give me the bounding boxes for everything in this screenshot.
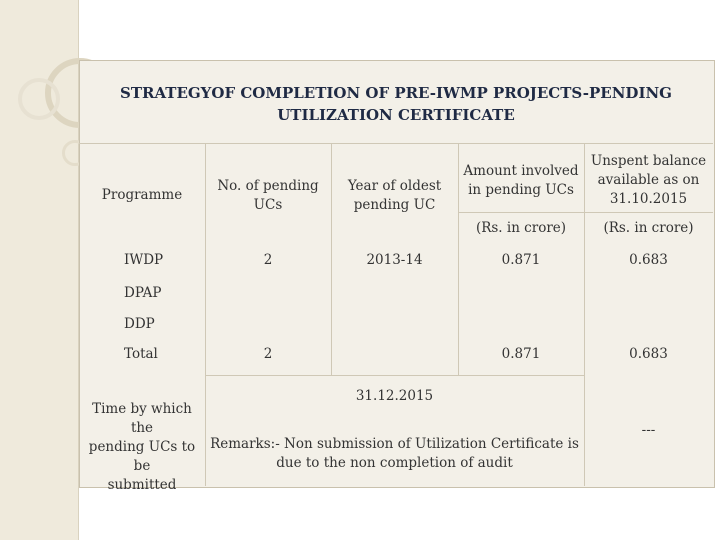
row-programme-ddp: DDP (124, 316, 155, 332)
header-line: pending UC (353, 197, 436, 213)
footer-remarks: Remarks:- Non submission of Utilization … (205, 435, 584, 473)
row-year-oldest: 2013-14 (366, 252, 423, 268)
title-line: UTILIZATION CERTIFICATE (277, 106, 515, 124)
row-no-pending: 2 (263, 346, 273, 362)
row-programme-total: Total (124, 346, 158, 362)
header-line: Amount involved (463, 163, 579, 179)
row-no-pending: 2 (263, 252, 273, 268)
table-col-divider (458, 143, 459, 375)
content-box (79, 60, 715, 488)
remarks-line: due to the non completion of audit (276, 455, 513, 471)
table-col-divider (584, 143, 585, 486)
row-amount: 0.871 (501, 252, 541, 268)
unit-row-divider (458, 212, 713, 213)
footer-label-line: Time by which the (92, 401, 192, 436)
table-col-divider (205, 143, 206, 486)
header-line: 31.10.2015 (609, 191, 688, 207)
row-unspent: 0.683 (629, 346, 668, 362)
remarks-line: Remarks:- Non submission of Utilization … (210, 436, 579, 452)
row-programme-iwdp: IWDP (124, 252, 164, 268)
footer-label-line: pending UCs to be (88, 439, 196, 474)
header-amount: Amount involved in pending UCs (458, 162, 584, 200)
header-line: available as on (597, 172, 700, 188)
table-top-border (79, 143, 713, 144)
unit-amount: (Rs. in crore) (475, 220, 567, 236)
footer-last-col: --- (641, 422, 656, 438)
header-line: Year of oldest (347, 178, 442, 194)
header-no-pending: No. of pending UCs (205, 177, 331, 215)
page-title: STRATEGYOF COMPLETION OF PRE-IWMP PROJEC… (79, 82, 713, 126)
row-programme-dpap: DPAP (124, 285, 162, 301)
footer-date: 31.12.2015 (355, 388, 434, 404)
header-year-oldest: Year of oldest pending UC (331, 177, 458, 215)
footer-label-line: submitted (107, 477, 177, 493)
header-programme: Programme (101, 187, 183, 203)
row-amount: 0.871 (501, 346, 541, 362)
header-line: No. of pending (217, 178, 319, 194)
header-line: in pending UCs (468, 182, 574, 198)
decorative-ring (18, 78, 60, 120)
footer-top-divider (205, 375, 584, 376)
title-line: STRATEGYOF COMPLETION OF PRE-IWMP PROJEC… (120, 84, 672, 102)
decorative-sidebar (0, 0, 115, 540)
table-col-divider (331, 143, 332, 375)
header-line: UCs (253, 197, 283, 213)
row-unspent: 0.683 (629, 252, 668, 268)
unit-unspent: (Rs. in crore) (603, 220, 694, 236)
header-line: Unspent balance (590, 153, 707, 169)
header-unspent: Unspent balance available as on 31.10.20… (584, 152, 713, 209)
footer-label: Time by which the pending UCs to be subm… (79, 400, 205, 495)
